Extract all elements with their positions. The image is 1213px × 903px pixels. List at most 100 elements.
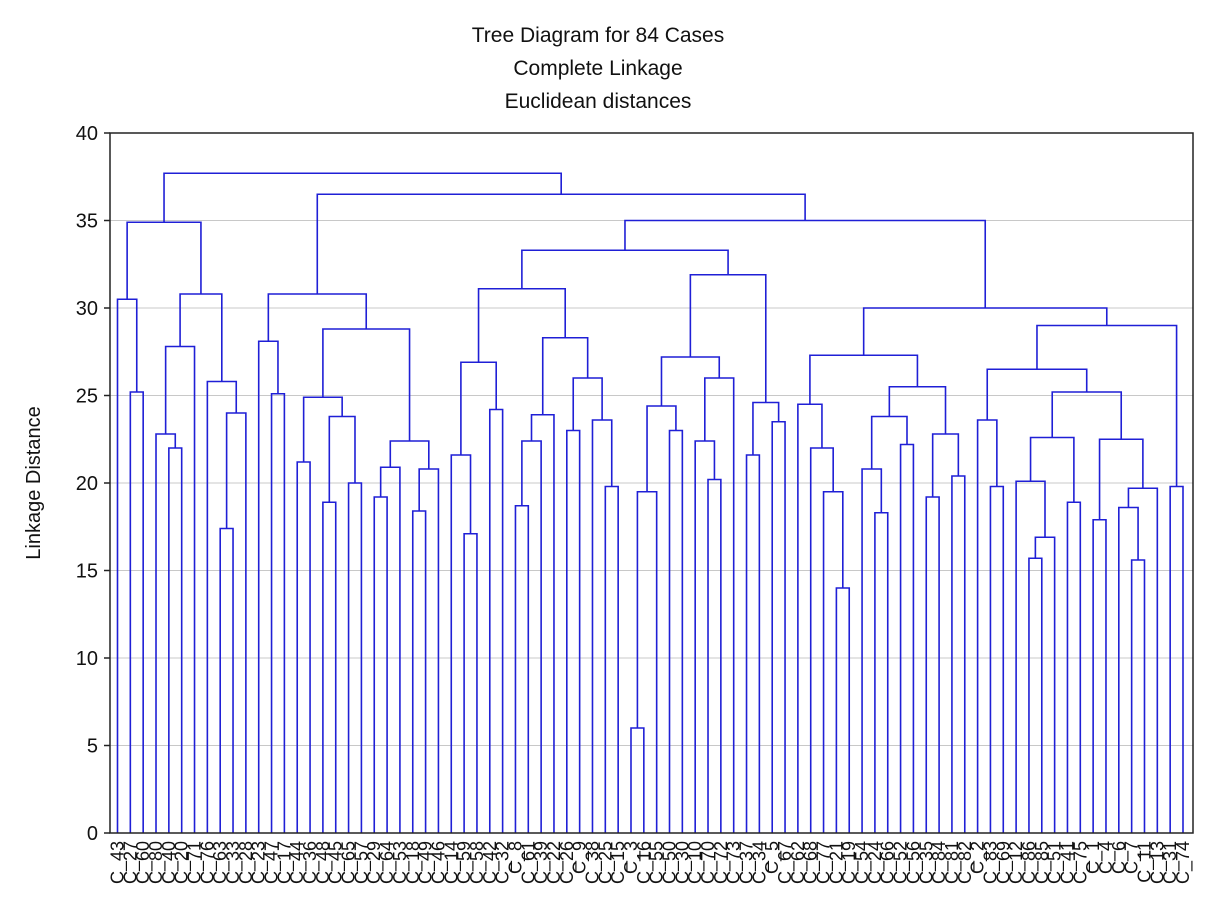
leaf-label: C_29 — [364, 841, 385, 884]
leaf-label: C_48 — [313, 841, 334, 884]
leaf-label: C_63 — [210, 841, 231, 884]
leaf-label: C_40 — [159, 841, 180, 884]
leaf-label: C_13 — [1147, 841, 1168, 884]
leaf-label: C_74 — [1173, 841, 1194, 884]
leaf-label: C_44 — [287, 841, 308, 884]
leaf-label: C_25 — [595, 841, 616, 884]
leaf-label: C_18 — [403, 841, 424, 884]
leaf-label: C_56 — [903, 841, 924, 884]
leaf-label: C_34 — [749, 841, 770, 884]
leaf-label: C_80 — [146, 841, 167, 884]
plot-frame — [109, 132, 1194, 834]
leaf-label: C_73 — [724, 841, 745, 884]
leaf-label: C_39 — [531, 841, 552, 884]
y-tick-label: 25 — [76, 386, 98, 408]
leaf-label: C_2 — [968, 841, 989, 874]
leaf-label: C_32 — [493, 841, 514, 884]
leaf-label: C_58 — [467, 841, 488, 884]
leaf-label: C_19 — [839, 841, 860, 884]
leaf-label: C_84 — [929, 841, 950, 884]
leaf-label: C_43 — [108, 841, 129, 884]
leaf-label: C_54 — [852, 841, 873, 884]
y-tick-label: 40 — [76, 123, 98, 145]
chart-title: Tree Diagram for 84 Cases — [472, 24, 724, 47]
leaf-label: C_75 — [1070, 841, 1091, 884]
y-tick-label: 15 — [76, 561, 98, 583]
leaf-label: C_38 — [582, 841, 603, 884]
leaf-label: C_59 — [454, 841, 475, 884]
leaf-label: C_31 — [1160, 841, 1181, 884]
y-tick-label: 35 — [76, 211, 98, 233]
leaf-label: C_41 — [1057, 841, 1078, 884]
leaf-label: C_6 — [1109, 841, 1130, 874]
leaf-label: C_77 — [814, 841, 835, 884]
chart-subtitle: Euclidean distances — [505, 90, 692, 113]
leaf-label: C_5 — [762, 841, 783, 874]
leaf-label: C_86 — [1019, 841, 1040, 884]
leaf-label: C_49 — [416, 841, 437, 884]
leaf-label: C_22 — [544, 841, 565, 884]
leaf-label: C_26 — [557, 841, 578, 884]
leaf-label: C_17 — [274, 841, 295, 884]
leaf-label: C_69 — [993, 841, 1014, 884]
leaf-label: C_52 — [891, 841, 912, 884]
leaf-label: C_20 — [172, 841, 193, 884]
leaf-label: C_60 — [133, 841, 154, 884]
leaf-label: C_28 — [236, 841, 257, 884]
leaf-label: C_7 — [1122, 841, 1143, 874]
leaf-label: C_15 — [608, 841, 629, 884]
leaf-label: C_81 — [942, 841, 963, 884]
leaf-label: C_27 — [120, 841, 141, 884]
leaf-label: C_68 — [801, 841, 822, 884]
leaf-label: C_1 — [1083, 841, 1104, 874]
leaf-label: C_83 — [980, 841, 1001, 884]
leaf-label: C_14 — [441, 841, 462, 884]
leaf-label: C_36 — [300, 841, 321, 884]
y-tick-label: 0 — [87, 823, 98, 845]
leaf-label: C_71 — [185, 841, 206, 884]
y-tick-label: 5 — [87, 736, 98, 758]
leaf-label: C_30 — [672, 841, 693, 884]
leaf-label: C_53 — [390, 841, 411, 884]
leaf-label: C_23 — [249, 841, 270, 884]
leaf-label: C_70 — [698, 841, 719, 884]
leaf-label: C_10 — [685, 841, 706, 884]
y-tick-label: 10 — [76, 648, 98, 670]
leaf-label: C_82 — [955, 841, 976, 884]
leaf-label: C_11 — [1134, 841, 1155, 883]
leaf-label: C_12 — [1006, 841, 1027, 884]
leaf-label: C_55 — [647, 841, 668, 884]
leaf-label: C_21 — [826, 841, 847, 884]
leaf-label: C_8 — [505, 841, 526, 874]
leaf-label: C_46 — [428, 841, 449, 884]
leaf-label: C_64 — [377, 841, 398, 884]
leaf-label: C_9 — [570, 841, 591, 874]
leaf-label: C_57 — [351, 841, 372, 884]
leaf-label: C_33 — [223, 841, 244, 884]
y-tick-label: 30 — [76, 298, 98, 320]
leaf-label: C_85 — [1032, 841, 1053, 884]
leaf-label: C_47 — [262, 841, 283, 884]
leaf-label: C_37 — [737, 841, 758, 884]
y-tick-label: 20 — [76, 473, 98, 495]
leaf-label: C_76 — [197, 841, 218, 884]
leaf-label: C_51 — [1045, 841, 1066, 884]
leaf-label: C_4 — [1096, 841, 1117, 874]
leaf-label: C_67 — [775, 841, 796, 884]
leaf-label: C_24 — [865, 841, 886, 884]
chart-subtitle: Complete Linkage — [513, 57, 682, 80]
leaf-label: C_16 — [634, 841, 655, 884]
leaf-label: C_72 — [711, 841, 732, 884]
leaf-label: C_42 — [480, 841, 501, 884]
leaf-label: C_50 — [660, 841, 681, 884]
leaf-label: C_65 — [339, 841, 360, 884]
leaf-label: C_61 — [518, 841, 539, 884]
y-axis-label: Linkage Distance — [23, 406, 45, 559]
leaf-label: C_3 — [621, 841, 642, 874]
link — [163, 172, 562, 223]
leaf-label: C_45 — [326, 841, 347, 884]
leaf-label: C_62 — [788, 841, 809, 884]
leaf-label: C_35 — [916, 841, 937, 884]
